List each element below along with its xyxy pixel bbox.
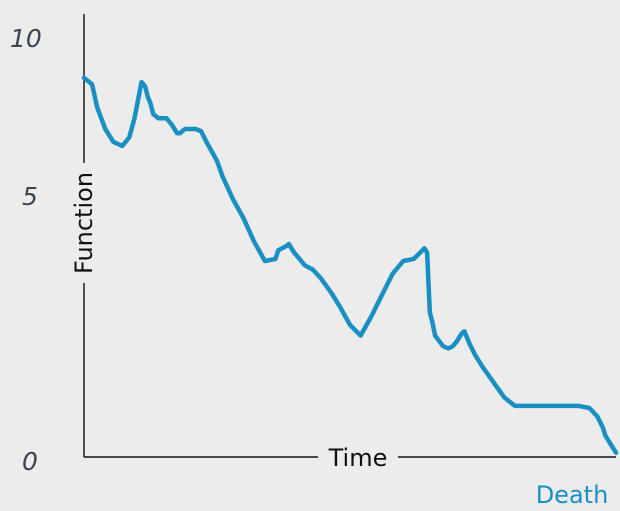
function-series-line (81, 75, 619, 455)
axes (83, 14, 616, 458)
y-tick-label-0: 0 (22, 447, 38, 476)
y-tick-label-5: 5 (22, 182, 38, 211)
death-annotation: Death (536, 481, 609, 509)
y-tick-label-10: 10 (10, 24, 42, 53)
y-axis-label: Function (70, 172, 98, 274)
y-tick-labels: 0 5 10 (10, 24, 42, 476)
x-axis-label: Time (328, 444, 388, 472)
